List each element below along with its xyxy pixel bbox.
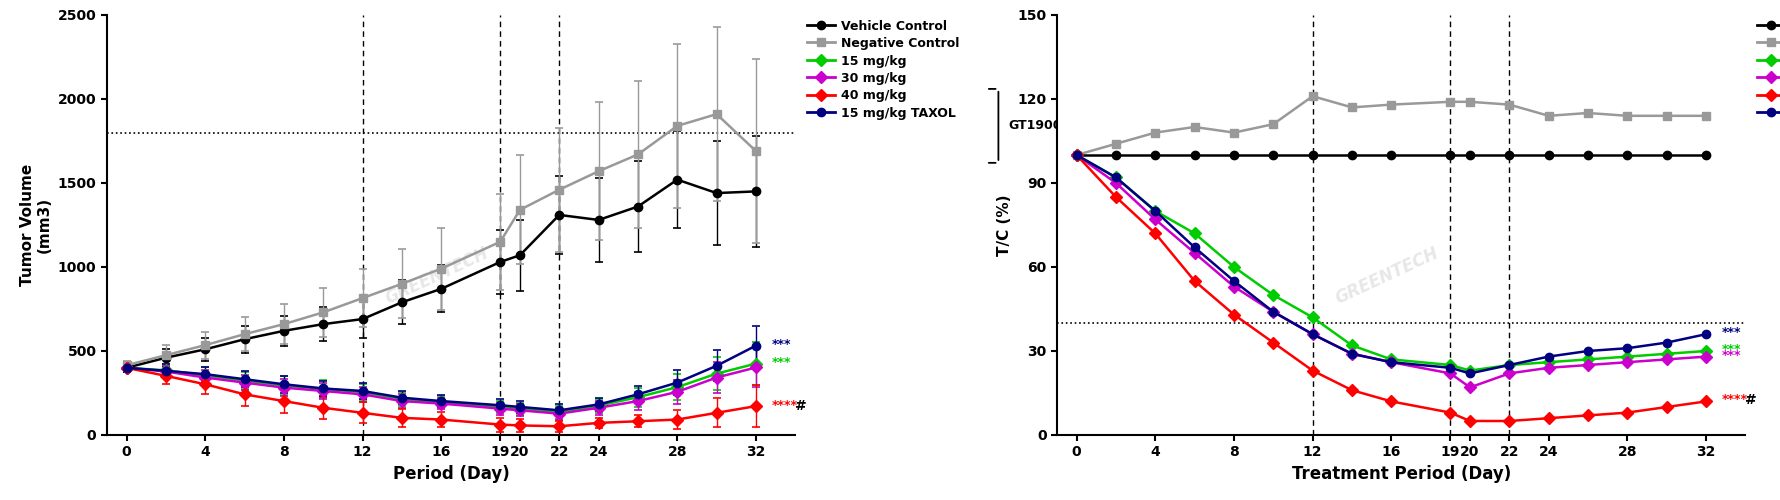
Text: #: # [1744,393,1757,407]
Y-axis label: Tumor Volume
(mm3): Tumor Volume (mm3) [20,164,52,286]
Text: ***: *** [1721,343,1741,356]
Y-axis label: T/C (%): T/C (%) [997,194,1011,256]
Text: GREENTECH: GREENTECH [1331,244,1442,307]
Text: ***: *** [771,356,790,370]
Text: ***: *** [1721,348,1741,362]
Text: ***: *** [771,338,790,351]
X-axis label: Period (Day): Period (Day) [393,465,509,483]
Legend: Vehicle Control, Negative Control, 15 mg/kg, 30 mg/kg, 40 mg/kg, 15 mg/kg TAXOL: Vehicle Control, Negative Control, 15 mg… [801,15,963,125]
Text: GT190038: GT190038 [1007,120,1079,132]
Text: #: # [796,398,806,412]
Text: ****: **** [771,399,797,412]
Text: ****: **** [1721,394,1746,406]
Text: ***: *** [1721,326,1741,340]
Text: GREENTECH: GREENTECH [383,244,491,307]
Legend: Vehicle Control, Negative Control, 15 mg/kg, 30 mg/kg, 40 mg/kg, 15 mg/kg TAXOL: Vehicle Control, Negative Control, 15 mg… [1752,15,1780,125]
X-axis label: Treatment Period (Day): Treatment Period (Day) [1290,465,1509,483]
